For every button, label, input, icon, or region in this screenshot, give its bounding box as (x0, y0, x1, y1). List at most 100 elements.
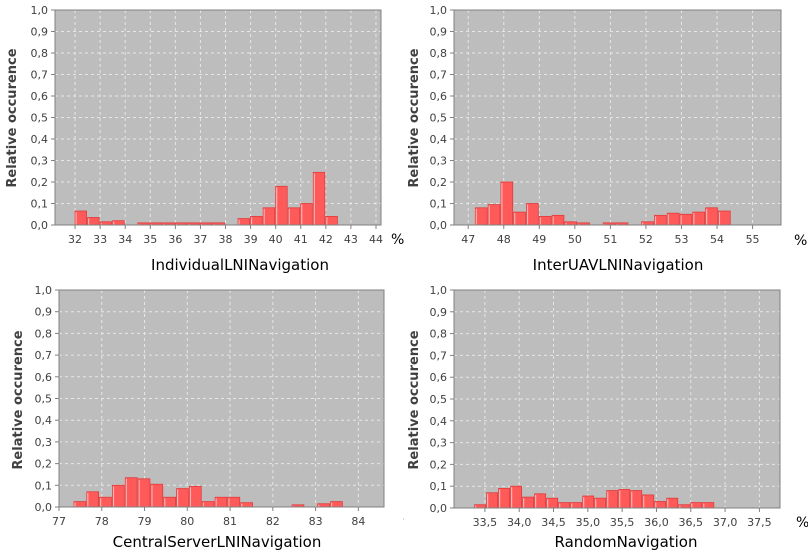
histogram-bar (718, 210, 731, 226)
histogram-bar (594, 497, 607, 509)
histogram-bar (570, 502, 583, 509)
histogram-bar-body (150, 483, 164, 508)
y-tick-label: 0,3 (31, 155, 49, 168)
x-tick-label: 35 (143, 233, 157, 246)
plot-border (453, 289, 781, 509)
histogram-bar-body (275, 185, 288, 226)
y-tick-label: 0,4 (31, 133, 49, 146)
x-tick-label: 37 (193, 233, 207, 246)
histogram-bar (86, 491, 100, 508)
histogram-bar (275, 185, 288, 226)
y-tick-label: 0,6 (31, 90, 49, 103)
x-tick-label: 47 (461, 233, 475, 246)
histogram-bar-body (73, 501, 87, 508)
histogram-bar-body (487, 204, 501, 226)
histogram-bar-body (474, 207, 488, 226)
histogram-bar (124, 477, 138, 508)
y-tick-label: 0,1 (31, 198, 49, 211)
histogram-bar-body (250, 215, 263, 226)
histogram-bar-body (594, 497, 607, 509)
histogram-bar (325, 215, 338, 226)
x-tick-label: 32 (68, 233, 82, 246)
histogram-bar-body (692, 211, 706, 226)
histogram-bar (487, 204, 501, 226)
histogram-bar (630, 490, 643, 509)
x-tick-label: 51 (603, 233, 617, 246)
y-tick-label: 0,2 (430, 176, 448, 189)
histogram-bar (642, 494, 655, 509)
histogram-bar-body (86, 491, 100, 508)
histogram-bar (262, 207, 276, 226)
histogram-bar-body (534, 493, 547, 509)
y-tick-label: 0,7 (35, 349, 53, 362)
histogram-bar (654, 501, 667, 509)
y-tick-label: 0,2 (31, 176, 49, 189)
histogram-bar (582, 495, 595, 509)
histogram-bar (538, 215, 552, 226)
histogram-bar (666, 212, 680, 226)
y-tick-label: 0,9 (31, 26, 49, 39)
x-tick-label: 39 (244, 233, 258, 246)
x-tick-label: 52 (639, 233, 653, 246)
histogram-bar-body (300, 203, 313, 226)
histogram-bar (163, 496, 176, 508)
y-tick-label: 0,5 (35, 393, 53, 406)
histogram-bar-body (538, 215, 552, 226)
histogram-bar-body (137, 478, 151, 508)
histogram-bar-body (486, 492, 499, 509)
x-tick-label: 49 (532, 233, 546, 246)
x-tick-label: 34,0 (507, 516, 532, 529)
x-axis-title: InterUAVLNINavigation (533, 256, 704, 274)
histogram-bar-body (214, 496, 228, 508)
x-tick-label: 82 (266, 515, 280, 528)
x-tick-label: 35,0 (576, 516, 601, 529)
histogram-bar (692, 211, 706, 226)
x-tick-label: 77 (52, 515, 66, 528)
histogram-bar-body (666, 497, 679, 509)
x-tick-label: 80 (180, 515, 194, 528)
histogram-bar (240, 502, 253, 508)
histogram-bar-body (227, 496, 241, 508)
histogram-bar (300, 203, 313, 226)
y-tick-label: 0,4 (430, 133, 448, 146)
histogram-bar (250, 215, 263, 226)
y-axis-title: Relative occurence (407, 330, 422, 469)
histogram-bar-body (87, 217, 100, 226)
histogram-bar-body (112, 220, 125, 226)
y-tick-label: 0,3 (430, 437, 448, 450)
y-tick-label: 0,1 (35, 479, 53, 492)
histogram-bar (112, 484, 125, 508)
histogram-bar (189, 485, 202, 508)
histogram-bar (546, 497, 559, 509)
histogram-bar (486, 492, 499, 509)
histogram-bar-body (522, 496, 535, 509)
histogram-bar-body (679, 213, 693, 226)
x-axis-title: RandomNavigation (554, 533, 697, 551)
histogram-bar (474, 207, 488, 226)
histogram-bar (237, 218, 251, 226)
x-tick-label: 34,5 (541, 516, 566, 529)
individual-lni-histogram: 0,0 0,1 0,2 0,3 0,4 0,5 0,6 0,7 0,8 0,9 1,0 32 33 34 3… (5, 4, 404, 274)
histogram-bar (666, 497, 679, 509)
histogram-bar-body (124, 477, 138, 508)
x-tick-label: 38 (219, 233, 233, 246)
y-tick-label: 0,7 (31, 69, 49, 82)
plot-border (58, 289, 385, 508)
histogram-bar (690, 502, 703, 509)
histogram-bar-body (330, 501, 343, 508)
histogram-bar (551, 214, 565, 226)
y-tick-label: 0,5 (430, 393, 448, 406)
histogram-bar (513, 211, 526, 226)
y-tick-label: 0,0 (35, 501, 53, 514)
x-tick-label: 36,0 (644, 516, 669, 529)
x-tick-label: 48 (497, 233, 511, 246)
y-tick-label: 0,9 (430, 306, 448, 319)
y-tick-label: 0,1 (430, 198, 448, 211)
y-tick-label: 0,6 (35, 371, 53, 384)
y-tick-label: 0,6 (430, 90, 448, 103)
x-tick-label: 54 (710, 233, 724, 246)
y-tick-label: 0,9 (35, 306, 53, 319)
y-tick-label: 0,8 (430, 47, 448, 60)
histogram-bar-body (513, 211, 526, 226)
histogram-bar-body (262, 207, 276, 226)
